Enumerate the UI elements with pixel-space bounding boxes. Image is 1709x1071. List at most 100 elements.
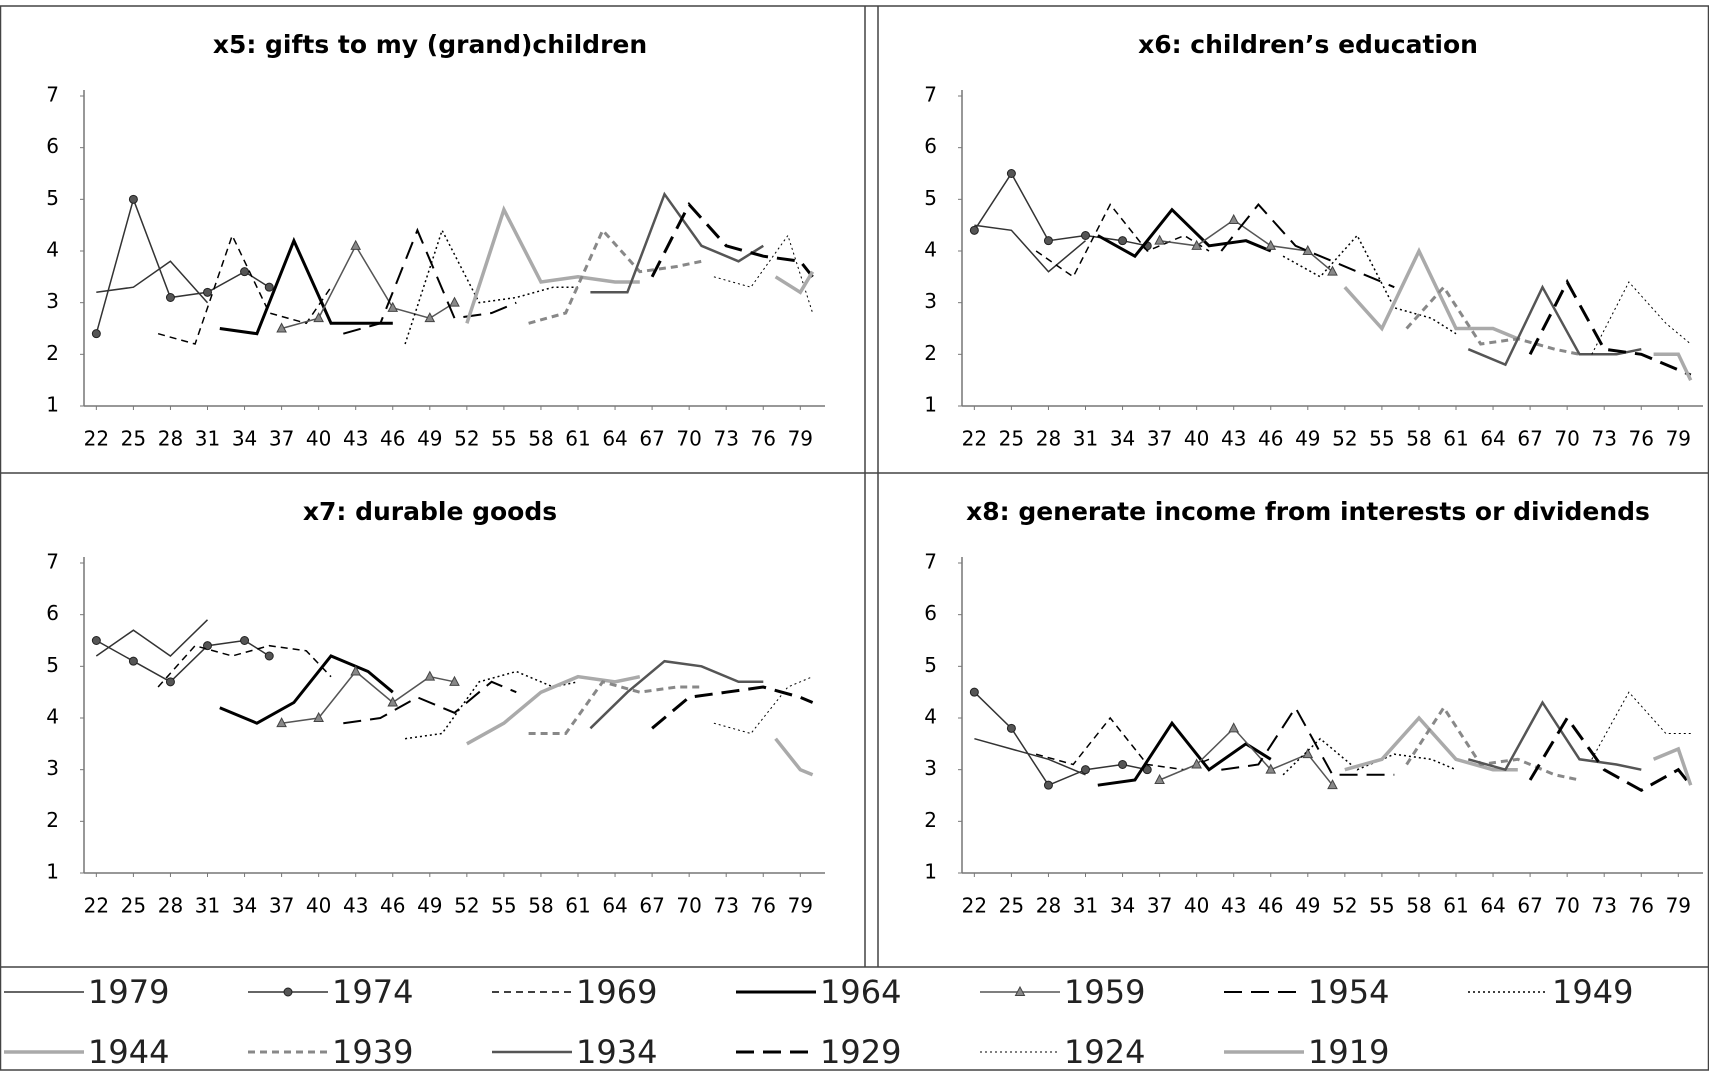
- x-tick-label: 70: [1554, 427, 1579, 451]
- series-line: [650, 201, 814, 278]
- x-tick-label: 52: [1332, 427, 1357, 451]
- x-tick-label: 37: [269, 427, 294, 451]
- legend-label: 1959: [1064, 973, 1145, 1011]
- x-tick-label: 25: [999, 427, 1024, 451]
- x-tick-label: 67: [639, 894, 664, 918]
- series-line: [1097, 207, 1272, 259]
- series-line: [1528, 715, 1692, 793]
- x-tick-label: 31: [195, 427, 220, 451]
- series-line: [590, 191, 764, 294]
- x-tick-label: 49: [1295, 427, 1320, 451]
- y-tick-label: 1: [924, 860, 937, 884]
- y-tick-label: 7: [46, 550, 59, 574]
- x-tick-label: 22: [962, 894, 987, 918]
- x-tick-label: 79: [788, 894, 813, 918]
- point-marker: [1228, 722, 1240, 733]
- x-tick-label: 76: [1629, 427, 1654, 451]
- chart-title: x6: children’s education: [1138, 30, 1478, 59]
- series-line: [589, 659, 764, 730]
- x-tick-label: 64: [1480, 894, 1505, 918]
- y-tick-label: 6: [924, 134, 937, 158]
- x-tick-label: 40: [1184, 894, 1209, 918]
- x-tick-label: 55: [491, 894, 516, 918]
- series-line: [1528, 278, 1692, 377]
- series-line: [1467, 700, 1642, 772]
- y-tick-label: 6: [924, 601, 937, 625]
- x-tick-label: 76: [1629, 894, 1654, 918]
- x-tick-label: 25: [999, 894, 1024, 918]
- x-tick-label: 37: [1147, 894, 1172, 918]
- x-tick-label: 22: [84, 894, 109, 918]
- point-marker: [350, 665, 362, 676]
- point-marker: [91, 329, 101, 339]
- point-marker: [1191, 758, 1202, 769]
- x-tick-label: 76: [751, 894, 776, 918]
- x-tick-label: 73: [713, 894, 738, 918]
- point-marker: [1006, 169, 1016, 178]
- point-marker: [350, 239, 362, 250]
- y-tick-label: 4: [924, 238, 937, 262]
- x-tick-label: 79: [1666, 427, 1691, 451]
- point-marker: [313, 312, 324, 323]
- series-line: [774, 737, 814, 777]
- series-line: [404, 670, 579, 740]
- x-tick-label: 79: [788, 427, 813, 451]
- x-tick-label: 55: [491, 427, 516, 451]
- x-tick-label: 61: [565, 427, 590, 451]
- series-line: [1467, 284, 1642, 367]
- series-line: [1035, 203, 1210, 278]
- y-tick-label: 2: [924, 341, 937, 365]
- y-tick-label: 5: [924, 186, 937, 210]
- point-marker: [969, 687, 979, 697]
- x-tick-label: 61: [1443, 427, 1468, 451]
- x-tick-label: 40: [306, 894, 331, 918]
- point-marker: [203, 641, 212, 651]
- legend-marker: [1014, 985, 1026, 996]
- y-tick-label: 3: [46, 756, 59, 780]
- x-tick-label: 34: [1110, 894, 1135, 918]
- y-tick-label: 1: [46, 393, 59, 417]
- series-line: [343, 680, 517, 725]
- x-tick-label: 73: [1591, 427, 1616, 451]
- legend-label: 1944: [88, 1033, 169, 1071]
- x-tick-label: 58: [528, 894, 553, 918]
- legend-label: 1919: [1308, 1033, 1389, 1071]
- x-tick-label: 61: [1443, 894, 1468, 918]
- point-marker: [387, 301, 399, 312]
- y-tick-label: 6: [46, 601, 59, 625]
- series-line: [95, 639, 270, 683]
- y-tick-label: 7: [46, 83, 59, 107]
- legend-label: 1934: [576, 1033, 657, 1071]
- x-tick-label: 46: [1258, 427, 1283, 451]
- series-line: [713, 234, 814, 314]
- x-tick-label: 58: [528, 427, 553, 451]
- x-tick-label: 61: [565, 894, 590, 918]
- x-tick-label: 22: [962, 427, 987, 451]
- x-tick-label: 64: [1480, 427, 1505, 451]
- series-line: [1405, 284, 1580, 356]
- x-tick-label: 58: [1406, 894, 1431, 918]
- point-marker: [1265, 763, 1277, 774]
- x-tick-label: 22: [84, 427, 109, 451]
- legend-label: 1939: [332, 1033, 413, 1071]
- x-tick-label: 31: [1073, 894, 1098, 918]
- x-tick-label: 52: [1332, 894, 1357, 918]
- series-line: [96, 260, 209, 304]
- x-tick-label: 43: [1221, 894, 1246, 918]
- series-line: [466, 674, 641, 746]
- series-line: [1653, 352, 1693, 381]
- x-tick-label: 64: [602, 894, 627, 918]
- x-tick-label: 49: [1295, 894, 1320, 918]
- x-tick-label: 25: [121, 894, 146, 918]
- x-tick-label: 73: [713, 427, 738, 451]
- legend-label: 1929: [820, 1033, 901, 1071]
- point-marker: [1081, 765, 1090, 775]
- point-marker: [1006, 723, 1016, 733]
- point-marker: [165, 677, 175, 687]
- legend-label: 1949: [1552, 973, 1633, 1011]
- y-tick-label: 5: [924, 653, 937, 677]
- legend-label: 1974: [332, 973, 413, 1011]
- x-tick-label: 70: [676, 894, 701, 918]
